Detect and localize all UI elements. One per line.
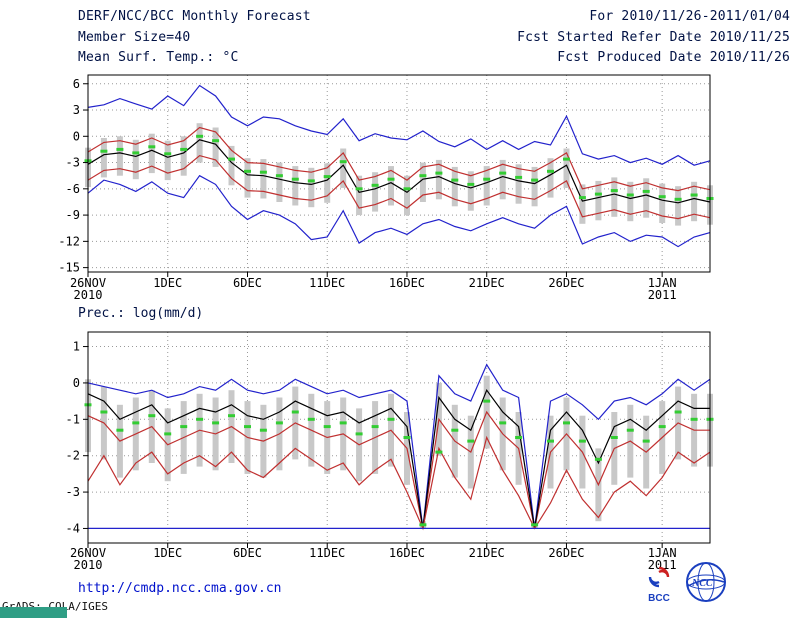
svg-text:-6: -6 [66,182,80,196]
svg-text:11DEC: 11DEC [309,546,345,560]
ncc-logo-label: NCC [692,578,713,589]
svg-text:6DEC: 6DEC [233,276,262,290]
svg-text:1JAN: 1JAN [648,546,677,560]
svg-text:26NOV: 26NOV [70,276,106,290]
svg-text:2010: 2010 [74,558,103,572]
svg-text:-2: -2 [66,449,80,463]
svg-text:1JAN: 1JAN [648,276,677,290]
svg-text:1DEC: 1DEC [153,276,182,290]
svg-text:16DEC: 16DEC [389,546,425,560]
svg-text:2010: 2010 [74,288,103,302]
ncc-logo: NCC [684,560,732,608]
svg-text:1DEC: 1DEC [153,546,182,560]
forecast-range-label: For 2010/11/26-2011/01/04 [589,9,790,24]
fcst-produced-label: Fcst Produced Date 2010/11/26 [557,50,790,65]
svg-text:-3: -3 [66,485,80,499]
ncc-globe-icon [686,562,726,602]
svg-text:3: 3 [73,103,80,117]
svg-text:21DEC: 21DEC [469,276,505,290]
svg-text:26NOV: 26NOV [70,546,106,560]
svg-text:-12: -12 [58,234,80,248]
bcc-logo-label: BCC [648,593,670,604]
member-size-label: Member Size=40 [78,30,191,45]
svg-text:0: 0 [73,129,80,143]
source-url-text: http://cmdp.ncc.cma.gov.cn [78,581,282,596]
bottom-left-strip [0,607,67,618]
svg-text:-15: -15 [58,261,80,275]
prec-panel-title: Prec.: log(mm/d) [78,306,204,321]
bcc-logo: BCC [640,565,678,607]
fcst-started-label: Fcst Started Refer Date 2010/11/25 [517,30,790,45]
svg-text:26DEC: 26DEC [548,546,584,560]
svg-text:21DEC: 21DEC [469,546,505,560]
svg-text:6DEC: 6DEC [233,546,262,560]
svg-text:0: 0 [73,376,80,390]
page-title: DERF/NCC/BCC Monthly Forecast [78,9,311,24]
svg-text:-3: -3 [66,156,80,170]
svg-text:-9: -9 [66,208,80,222]
svg-text:2011: 2011 [648,558,677,572]
svg-text:2011: 2011 [648,288,677,302]
svg-text:1: 1 [73,340,80,354]
svg-text:-1: -1 [66,412,80,426]
svg-text:11DEC: 11DEC [309,276,345,290]
svg-text:26DEC: 26DEC [548,276,584,290]
svg-text:-4: -4 [66,521,80,535]
temp-panel-title: Mean Surf. Temp.: °C [78,50,239,65]
bcc-swirl-icon [648,566,670,588]
svg-text:6: 6 [73,77,80,91]
svg-text:16DEC: 16DEC [389,276,425,290]
